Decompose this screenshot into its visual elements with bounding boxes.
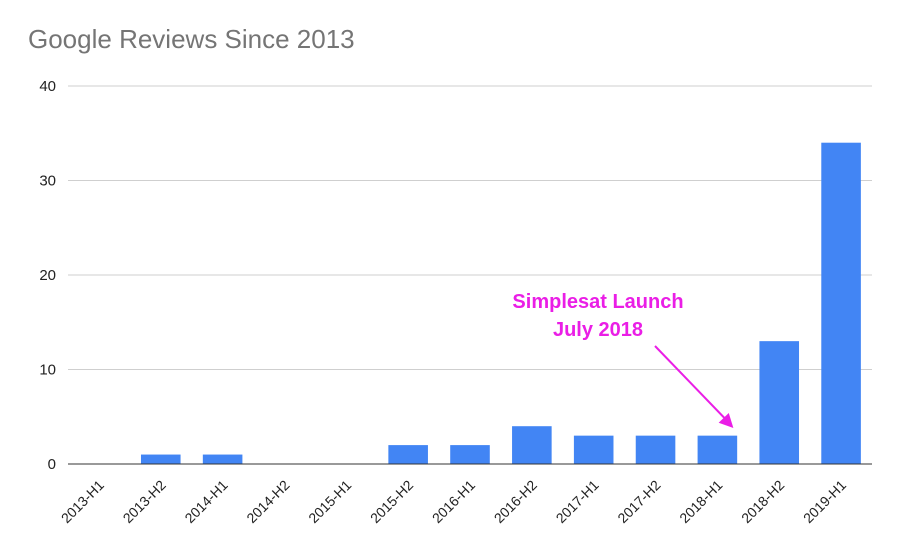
bar-2013-H2 [140, 454, 181, 464]
y-tick-label: 20 [39, 267, 56, 284]
x-tick-label: 2013-H1 [58, 477, 107, 526]
x-tick-label: 2014-H1 [181, 477, 230, 526]
x-axis-ticks: 2013-H1 2013-H2 2014-H1 2014-H2 2015-H1 2015-… [58, 477, 850, 526]
x-tick-label: 2018-H1 [676, 477, 725, 526]
bar-2015-H2 [388, 445, 428, 464]
x-tick-label: 2017-H1 [553, 477, 602, 526]
bar-2016-H2 [512, 426, 552, 464]
x-tick-label: 2013-H2 [120, 477, 169, 526]
x-tick-label: 2014-H2 [243, 477, 292, 526]
y-tick-label: 10 [39, 362, 56, 379]
y-tick-label: 40 [39, 78, 56, 95]
annotation: Simplesat Launch July 2018 [512, 291, 734, 428]
chart-title: Google Reviews Since 2013 [28, 24, 355, 54]
y-tick-label: 30 [39, 173, 56, 190]
x-tick-label: 2015-H1 [305, 477, 354, 526]
annotation-arrow [654, 345, 728, 421]
y-tick-label: 0 [48, 456, 56, 473]
x-tick-label: 2015-H2 [367, 477, 416, 526]
bar-2018-H1 [697, 435, 738, 464]
annotation-line-2: July 2018 [553, 319, 643, 341]
x-tick-label: 2016-H1 [429, 477, 478, 526]
x-tick-label: 2016-H2 [491, 477, 540, 526]
annotation-arrowhead [718, 413, 734, 428]
bar-2019-H1 [821, 142, 861, 464]
bar-2018-H2 [759, 341, 800, 464]
annotation-line-1: Simplesat Launch [512, 291, 683, 313]
x-tick-label: 2017-H2 [614, 477, 663, 526]
bar-2017-H2 [635, 435, 676, 464]
bars [140, 142, 861, 464]
y-axis-ticks: 0 10 20 30 40 [39, 78, 56, 473]
x-tick-label: 2018-H2 [738, 477, 787, 526]
x-tick-label: 2019-H1 [800, 477, 849, 526]
bar-2014-H1 [202, 454, 243, 464]
gridlines [68, 85, 872, 370]
bar-2016-H1 [450, 445, 490, 464]
bar-2017-H1 [573, 435, 614, 464]
